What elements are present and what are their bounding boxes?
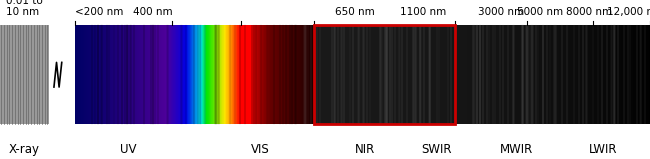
Text: 400 nm: 400 nm (133, 7, 173, 17)
Bar (0, 25, 49, 124)
Text: NIR: NIR (355, 143, 376, 156)
Text: UV: UV (120, 143, 137, 156)
Text: 12,000 nm: 12,000 nm (607, 7, 650, 17)
Text: MWIR: MWIR (500, 143, 534, 156)
Text: 3000 nm: 3000 nm (478, 7, 524, 17)
Text: X-ray: X-ray (9, 143, 40, 156)
Text: LWIR: LWIR (589, 143, 617, 156)
Text: 8000 nm: 8000 nm (566, 7, 612, 17)
Text: <200 nm: <200 nm (75, 7, 124, 17)
Text: 5000 nm: 5000 nm (517, 7, 563, 17)
Bar (315, 25, 456, 124)
Text: 1100 nm: 1100 nm (400, 7, 446, 17)
Text: 0.01 to
10 nm: 0.01 to 10 nm (6, 0, 43, 17)
Text: 650 nm: 650 nm (335, 7, 374, 17)
Text: SWIR: SWIR (422, 143, 452, 156)
Text: VIS: VIS (251, 143, 269, 156)
